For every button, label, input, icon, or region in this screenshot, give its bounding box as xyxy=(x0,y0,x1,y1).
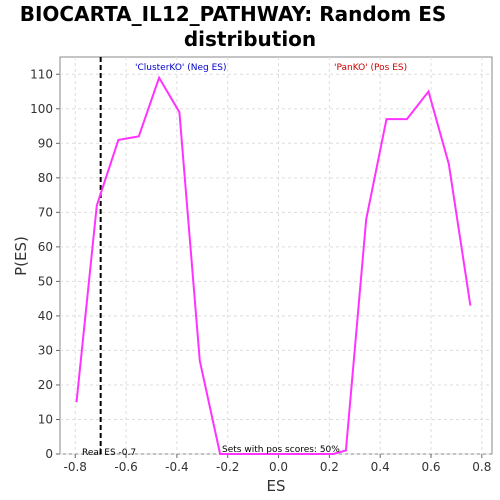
y-tick-label: 0 xyxy=(45,447,53,461)
real-es-label: Real ES -0.7 xyxy=(82,448,136,458)
y-tick-label: 10 xyxy=(38,412,53,426)
y-tick-label: 70 xyxy=(38,205,53,219)
chart-title-line-1: BIOCARTA_IL12_PATHWAY: Random ES xyxy=(20,2,447,26)
y-tick-label: 110 xyxy=(30,67,53,81)
neg-es-label: 'ClusterKO' (Neg ES) xyxy=(135,63,227,73)
x-tick-label: 0.6 xyxy=(421,460,440,474)
y-tick-label: 50 xyxy=(38,274,53,288)
x-tick-label: -0.8 xyxy=(64,460,87,474)
x-tick-label: 0.2 xyxy=(320,460,339,474)
y-tick-labels: 0 10 20 30 40 50 60 70 80 90 100 110 xyxy=(30,67,53,461)
grid-lines xyxy=(60,57,492,455)
y-tick-label: 90 xyxy=(38,136,53,150)
y-tick-label: 60 xyxy=(38,240,53,254)
x-tick-label: 0.8 xyxy=(472,460,491,474)
x-tick-label: -0.2 xyxy=(216,460,239,474)
y-tick-label: 30 xyxy=(38,343,53,357)
y-axis-label: P(ES) xyxy=(12,236,30,276)
pos-scores-label: Sets with pos scores: 50% xyxy=(222,445,340,455)
plot-area xyxy=(59,56,493,455)
x-tick-label: -0.6 xyxy=(114,460,137,474)
y-tick-label: 80 xyxy=(38,171,53,185)
y-tick-label: 100 xyxy=(30,102,53,116)
x-tick-label: 0.0 xyxy=(269,460,288,474)
chart-title-line-2: distribution xyxy=(184,27,316,51)
x-axis-label: ES xyxy=(267,477,286,495)
y-tick-label: 20 xyxy=(38,378,53,392)
pos-es-label: 'PanKO' (Pos ES) xyxy=(334,63,407,73)
x-tick-label: 0.4 xyxy=(371,460,390,474)
axis-ticks xyxy=(56,73,483,458)
x-tick-labels: -0.8 -0.6 -0.4 -0.2 0.0 0.2 0.4 0.6 0.8 xyxy=(64,460,492,474)
es-distribution-line xyxy=(75,75,472,455)
x-tick-label: -0.4 xyxy=(165,460,188,474)
y-tick-label: 40 xyxy=(38,309,53,323)
